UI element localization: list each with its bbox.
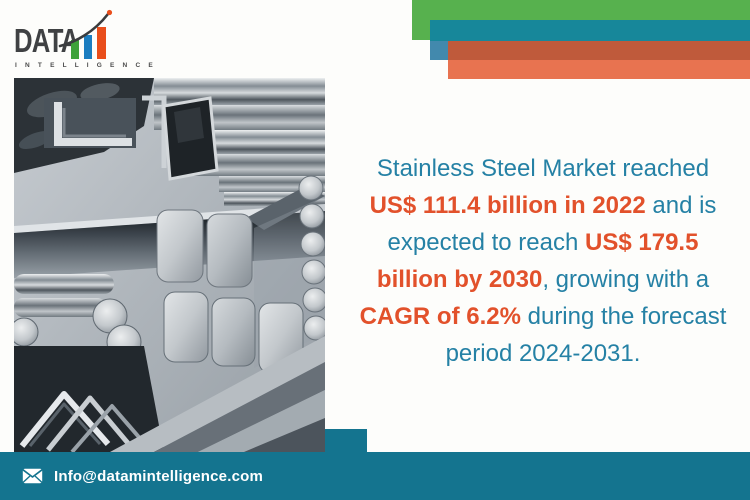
headline-line: expected to reach US$ 179.5 [387, 229, 699, 256]
bar-chart-icon [58, 9, 113, 59]
headline-line: period 2024-2031. [445, 340, 641, 367]
logo-subtitle-text: I N T E L L I G E N C E [15, 62, 156, 69]
contact-email: Info@datamintelligence.com [54, 467, 264, 485]
headline: Stainless Steel Market reached US$ 111.4 … [336, 150, 750, 372]
growth-arrow-icon [58, 9, 113, 48]
stainless-steel-bars-photo [14, 78, 325, 452]
ribbon-orange [448, 60, 750, 79]
envelope-icon [22, 468, 43, 484]
headline-line: Stainless Steel Market reached [376, 155, 710, 182]
contact-footer: Info@datamintelligence.com [0, 452, 750, 500]
headline-line: US$ 111.4 billion in 2022 and is [369, 192, 717, 219]
headline-line: billion by 2030, growing with a [376, 266, 710, 293]
ribbon-blue [430, 41, 448, 60]
ribbon-teal [430, 20, 750, 41]
logo-brand-text: DATA [14, 22, 79, 59]
ribbon-rust [448, 41, 750, 60]
headline-line: CAGR of 6.2% during the forecast [359, 303, 727, 330]
datam-intelligence-logo: DATA I N T E L L I G E N C E [14, 8, 153, 74]
